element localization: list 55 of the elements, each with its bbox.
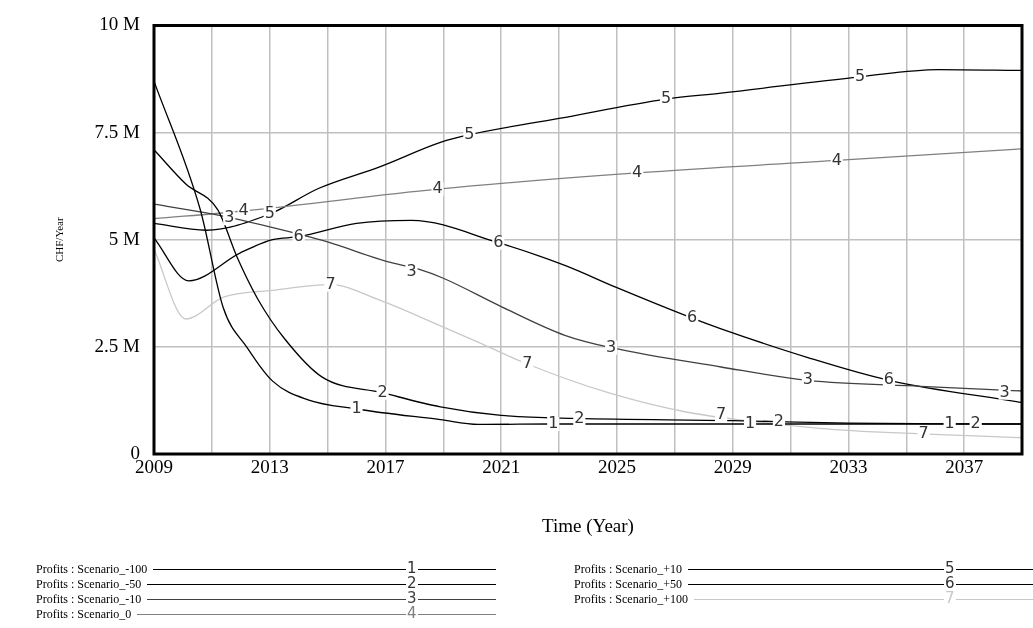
- annotation: 6: [293, 225, 304, 245]
- x-tick-label: 2033: [829, 456, 868, 478]
- x-tick-label: 2013: [250, 456, 289, 478]
- annotation: 3: [999, 381, 1010, 401]
- legend-label: Profits : Scenario_-100: [36, 562, 148, 577]
- annotation: 3: [606, 336, 617, 356]
- annotation: 6: [493, 231, 504, 251]
- text: 4: [407, 604, 417, 622]
- annotation: 2: [773, 411, 785, 431]
- annotation: 5: [464, 123, 475, 143]
- x-axis-title: Time (Year): [542, 514, 634, 537]
- annotation: 7: [522, 353, 533, 373]
- annotation: 5: [661, 88, 672, 108]
- legend-label: Profits : Scenario_+10: [574, 562, 683, 577]
- annotation: 2: [574, 407, 585, 427]
- annotation: 3: [406, 260, 417, 280]
- annotation: 1: [744, 413, 756, 433]
- text: 2: [407, 574, 417, 592]
- text: 6: [945, 574, 955, 592]
- y-tick-label: 7.5 M: [94, 120, 141, 142]
- annotation: 4: [831, 149, 842, 169]
- legend-label: Profits : Scenario_+100: [574, 592, 689, 607]
- x-tick-label: 2021: [482, 456, 521, 478]
- annotation: 7: [918, 423, 929, 443]
- annotation: 3: [802, 369, 813, 389]
- annotation: 1: [944, 413, 955, 433]
- y-tick-label: 10 M: [99, 13, 141, 35]
- annotation: 1: [548, 413, 559, 433]
- legend-label: Profits : Scenario_-50: [36, 577, 142, 592]
- annotation: 3: [224, 207, 235, 227]
- x-tick-label: 2025: [597, 456, 636, 478]
- annotation: 2: [970, 412, 981, 432]
- x-tick-label: 2017: [366, 456, 405, 478]
- y-axis-title: CHF/Year: [53, 217, 66, 263]
- annotation: 5: [854, 65, 866, 85]
- annotation: 5: [264, 203, 275, 223]
- annotation: 2: [377, 381, 388, 401]
- annotation: 6: [687, 307, 698, 327]
- annotation: 6: [883, 369, 894, 389]
- legend-label: Profits : Scenario_+50: [574, 577, 683, 592]
- annotation: 7: [325, 273, 336, 293]
- legend-label: Profits : Scenario_-10: [36, 592, 142, 607]
- annotation: 1: [351, 398, 362, 418]
- annotation: 4: [238, 200, 249, 220]
- annotation: 4: [432, 178, 443, 198]
- y-tick-label: 2.5 M: [94, 334, 141, 356]
- text: 1: [407, 559, 417, 577]
- x-tick-label: 2037: [945, 456, 984, 478]
- text: 3: [407, 589, 417, 607]
- text: 5: [945, 559, 955, 577]
- annotation: 7: [716, 404, 727, 424]
- y-tick-label: 5 M: [108, 227, 141, 249]
- legend-label: Profits : Scenario_0: [36, 607, 132, 622]
- annotation: 4: [632, 161, 643, 181]
- x-tick-label: 2029: [713, 456, 752, 478]
